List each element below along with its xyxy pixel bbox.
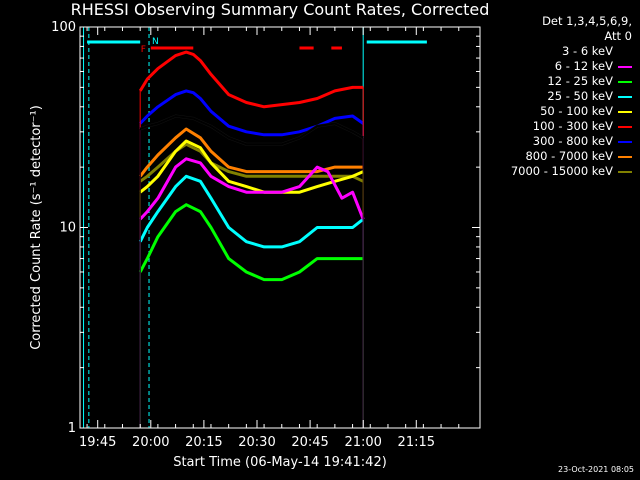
legend-entry-4: 50 - 100 keV	[511, 104, 632, 119]
legend-label: 12 - 25 keV	[547, 74, 613, 88]
timestamp: 23-Oct-2021 08:05	[558, 465, 634, 474]
y-tick-label-0: 1	[68, 421, 76, 436]
legend-label: 50 - 100 keV	[540, 104, 613, 118]
x-tick-label-0: 19:45	[79, 435, 116, 450]
legend-label: 6 - 12 keV	[554, 59, 613, 73]
legend-swatch	[618, 155, 632, 158]
series-line-0-core	[139, 114, 364, 146]
legend-swatch	[618, 65, 632, 68]
legend-label: 100 - 300 keV	[532, 119, 613, 133]
legend-swatch	[618, 170, 632, 173]
legend-label: 800 - 7000 keV	[525, 149, 613, 163]
legend-label: 300 - 800 keV	[532, 134, 613, 148]
y-axis-label: Corrected Count Rate (s⁻¹ detector⁻¹)	[29, 105, 44, 350]
x-axis-label: Start Time (06-May-14 19:41:42)	[173, 455, 387, 470]
series-line-8	[139, 142, 364, 183]
x-tick-label-6: 21:15	[398, 435, 435, 450]
chart-title: RHESSI Observing Summary Count Rates, Co…	[70, 0, 490, 19]
y-tick-label-2: 100	[51, 20, 76, 35]
series-line-3	[138, 174, 365, 249]
legend-header-line-1: Det 1,3,4,5,6,9,	[542, 14, 632, 28]
legend-entry-7: 800 - 7000 keV	[511, 149, 632, 164]
legend-label: 25 - 50 keV	[547, 89, 613, 103]
flare-label: F	[141, 45, 146, 55]
legend-entry-6: 300 - 800 keV	[511, 134, 632, 149]
saa-label: N	[152, 37, 159, 47]
series-line-1	[139, 157, 365, 221]
legend-swatch	[618, 125, 632, 128]
legend-entry-0: 3 - 6 keV	[511, 44, 633, 59]
series-line-6	[139, 89, 365, 137]
x-tick-label-2: 20:15	[185, 435, 222, 450]
x-tick-label-1: 20:00	[132, 435, 169, 450]
legend-header-line-2: Att 0	[604, 29, 632, 43]
legend-swatch	[618, 140, 632, 143]
legend-entry-1: 6 - 12 keV	[511, 59, 632, 74]
legend-swatch	[618, 80, 632, 83]
x-tick-label-5: 21:00	[344, 435, 381, 450]
legend-entry-8: 7000 - 15000 keV	[511, 164, 632, 179]
legend: Det 1,3,4,5,6,9, Att 0 3 - 6 keV 6 - 12 k…	[511, 14, 633, 179]
legend-entry-5: 100 - 300 keV	[511, 119, 632, 134]
legend-label: 7000 - 15000 keV	[510, 164, 613, 178]
legend-label: 3 - 6 keV	[562, 44, 613, 58]
legend-entry-3: 25 - 50 keV	[511, 89, 632, 104]
series-line-5	[138, 50, 364, 109]
legend-swatch	[617, 49, 633, 54]
legend-swatch	[618, 110, 632, 113]
x-tick-label-3: 20:30	[238, 435, 275, 450]
legend-swatch	[618, 95, 632, 98]
x-tick-label-4: 20:45	[291, 435, 328, 450]
legend-entry-2: 12 - 25 keV	[511, 74, 632, 89]
y-tick-label-1: 10	[59, 221, 76, 236]
series-line-2	[138, 203, 364, 282]
series-line-4	[139, 139, 364, 194]
